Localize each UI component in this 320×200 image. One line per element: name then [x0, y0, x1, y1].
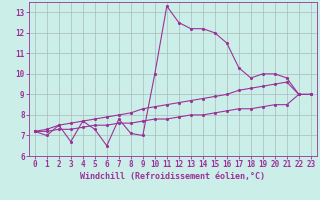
X-axis label: Windchill (Refroidissement éolien,°C): Windchill (Refroidissement éolien,°C): [80, 172, 265, 181]
